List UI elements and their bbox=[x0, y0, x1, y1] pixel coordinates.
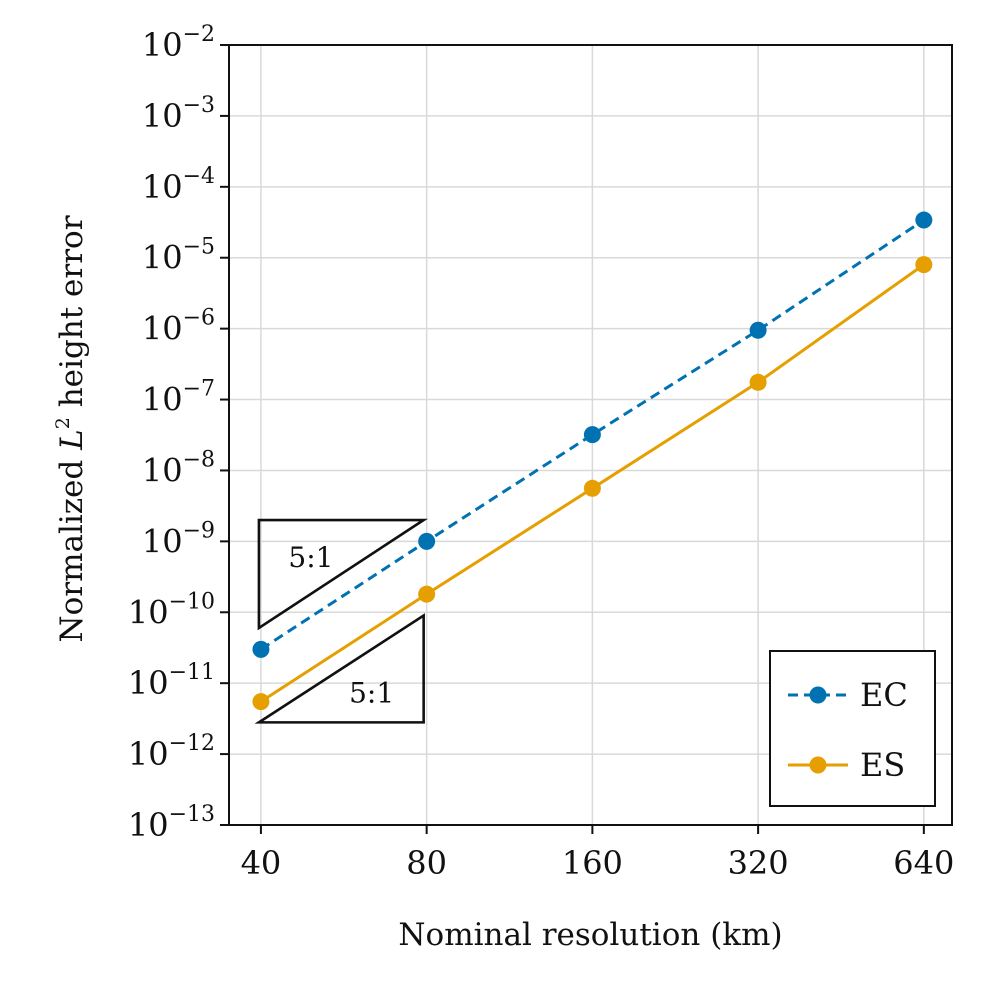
y-tick-exponent: −8 bbox=[183, 447, 215, 472]
data-point-es bbox=[583, 479, 601, 497]
y-tick-base: 10 bbox=[128, 664, 169, 702]
y-tick-base: 10 bbox=[142, 522, 183, 560]
y-axis: 10−210−310−410−510−610−710−810−910−1010−… bbox=[128, 22, 229, 844]
y-tick-label: 10−12 bbox=[128, 731, 215, 773]
data-point-ec bbox=[915, 211, 933, 229]
y-axis-label-superscript: 2 bbox=[52, 417, 74, 429]
data-point-ec bbox=[583, 426, 601, 444]
x-tick-label: 80 bbox=[406, 844, 447, 882]
plot-frame bbox=[228, 44, 953, 826]
y-tick-exponent: −6 bbox=[183, 306, 215, 331]
y-tick-base: 10 bbox=[142, 381, 183, 419]
y-axis-label: Normalized L2 height error bbox=[52, 215, 90, 642]
y-axis-label-prefix: Normalized bbox=[54, 450, 90, 643]
data-point-es bbox=[252, 693, 270, 711]
y-tick-base: 10 bbox=[142, 168, 183, 206]
y-tick-exponent: −7 bbox=[183, 377, 215, 402]
slope-triangle bbox=[254, 613, 425, 724]
y-tick-exponent: −13 bbox=[169, 802, 215, 827]
legend-box bbox=[769, 650, 936, 807]
y-tick-label: 10−13 bbox=[128, 802, 215, 844]
y-tick-label: 10−11 bbox=[128, 660, 215, 702]
x-tick-label: 320 bbox=[728, 844, 789, 882]
data-point-ec bbox=[749, 321, 767, 339]
y-tick-label: 10−4 bbox=[142, 164, 215, 206]
y-axis-label-suffix: height error bbox=[54, 215, 90, 417]
y-tick-base: 10 bbox=[142, 239, 183, 277]
y-tick-label: 10−7 bbox=[142, 377, 215, 419]
y-axis-label-variable: L bbox=[54, 429, 90, 451]
data-point-es bbox=[418, 585, 436, 603]
x-tick-label: 40 bbox=[241, 844, 282, 882]
y-tick-exponent: −11 bbox=[169, 660, 215, 685]
y-tick-base: 10 bbox=[142, 97, 183, 135]
slope-triangle-label: 5:1 bbox=[288, 541, 333, 574]
y-tick-exponent: −4 bbox=[183, 164, 215, 189]
data-point-es bbox=[749, 373, 767, 391]
y-tick-base: 10 bbox=[142, 451, 183, 489]
y-tick-exponent: −5 bbox=[183, 235, 215, 260]
series-line-ec bbox=[260, 218, 925, 651]
y-tick-exponent: −3 bbox=[183, 93, 215, 118]
y-tick-label: 10−6 bbox=[142, 306, 215, 348]
x-tick-label: 640 bbox=[893, 844, 954, 882]
y-tick-base: 10 bbox=[142, 310, 183, 348]
slope-triangle-label: 5:1 bbox=[349, 676, 394, 709]
y-tick-base: 10 bbox=[128, 735, 169, 773]
legend-label-ec: EC bbox=[860, 676, 908, 714]
y-tick-exponent: −10 bbox=[169, 589, 215, 614]
x-tick-label: 160 bbox=[562, 844, 623, 882]
y-tick-base: 10 bbox=[128, 593, 169, 631]
y-tick-label: 10−10 bbox=[128, 589, 215, 631]
x-axis: 40 80 160 320 640 bbox=[241, 825, 954, 882]
series-group bbox=[252, 211, 933, 711]
y-tick-exponent: −2 bbox=[183, 22, 215, 47]
legend-marker-ec bbox=[809, 686, 827, 704]
x-axis-label: Nominal resolution (km) bbox=[398, 917, 782, 953]
y-tick-label: 10−3 bbox=[142, 93, 215, 135]
y-tick-exponent: −9 bbox=[183, 518, 215, 543]
y-tick-label: 10−5 bbox=[142, 235, 215, 277]
legend-label-es: ES bbox=[860, 746, 905, 784]
data-point-es bbox=[915, 256, 933, 274]
data-point-ec bbox=[252, 640, 270, 658]
y-tick-base: 10 bbox=[128, 806, 169, 844]
legend-marker-es bbox=[809, 756, 827, 774]
y-tick-exponent: −12 bbox=[169, 731, 215, 756]
slope-triangle bbox=[257, 518, 429, 631]
data-point-ec bbox=[418, 532, 436, 550]
legend: EC ES bbox=[769, 650, 936, 807]
y-tick-base: 10 bbox=[142, 26, 183, 64]
y-tick-label: 10−2 bbox=[142, 22, 215, 64]
y-tick-label: 10−9 bbox=[142, 518, 215, 560]
y-tick-label: 10−8 bbox=[142, 447, 215, 489]
slope-triangles: 5:1 5:1 bbox=[254, 518, 429, 724]
